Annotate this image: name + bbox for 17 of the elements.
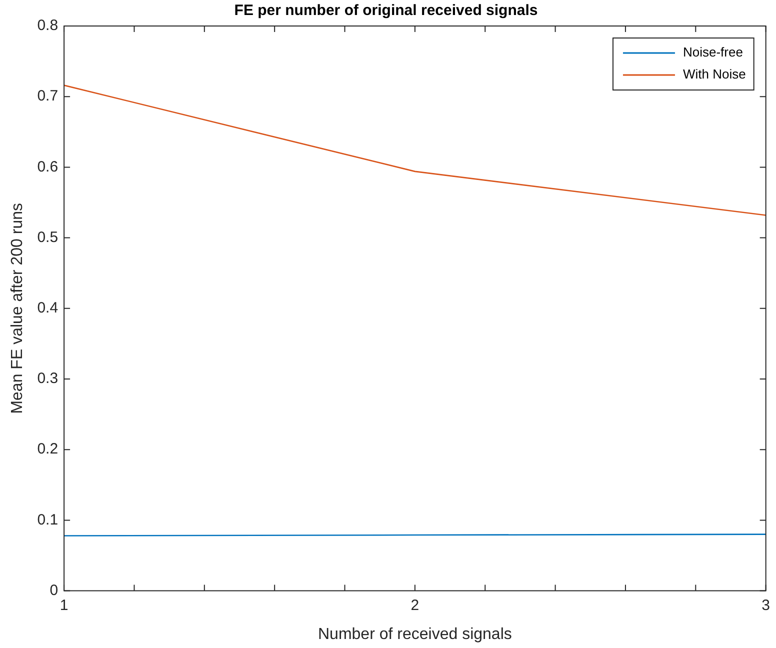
y-tick-label: 0 [50,582,58,599]
y-tick-label: 0.6 [37,158,58,176]
x-tick-label: 1 [60,596,68,614]
y-tick-label: 0.3 [37,370,58,388]
y-tick-label: 0.2 [37,440,58,458]
legend-label: With Noise [682,66,746,82]
x-axis-title: Number of received signals [318,626,512,643]
y-tick-label: 0.5 [37,228,58,246]
x-tick-label: 3 [762,596,770,614]
y-tick-label: 0.4 [37,300,58,317]
x-tick-label: 2 [410,596,420,614]
y-tick-label: 0.7 [37,88,58,105]
chart-title: FE per number of original received signals [234,2,538,20]
y-tick-label: 0.1 [37,511,58,528]
legend-label: Noise-free [682,44,743,60]
y-axis-title: Mean FE value after 200 runs [9,203,26,414]
y-tick-label: 0.8 [37,17,58,34]
